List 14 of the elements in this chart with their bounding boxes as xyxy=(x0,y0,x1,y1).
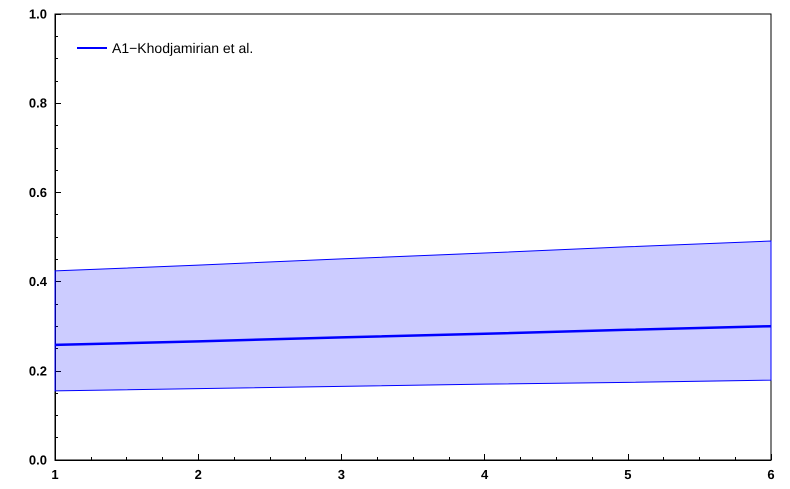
x-tick-label: 6 xyxy=(767,467,775,482)
y-tick-label: 0.4 xyxy=(28,274,48,290)
x-tick-label: 5 xyxy=(624,467,632,482)
y-tick-label: 0.8 xyxy=(28,96,47,111)
line-series xyxy=(54,324,772,346)
x-tick-label: 3 xyxy=(338,467,346,482)
x-tick-label: 1 xyxy=(51,467,59,482)
legend-label: A1−Khodjamirian et al. xyxy=(112,40,254,56)
y-tick-label: 0.6 xyxy=(28,184,47,200)
x-tick-label: 2 xyxy=(194,467,202,482)
y-tick-label: 0.0 xyxy=(28,452,47,468)
y-tick-label: 0.2 xyxy=(28,363,47,378)
x-tick-label: 4 xyxy=(480,467,489,482)
y-tick-label: 1.0 xyxy=(28,6,47,22)
